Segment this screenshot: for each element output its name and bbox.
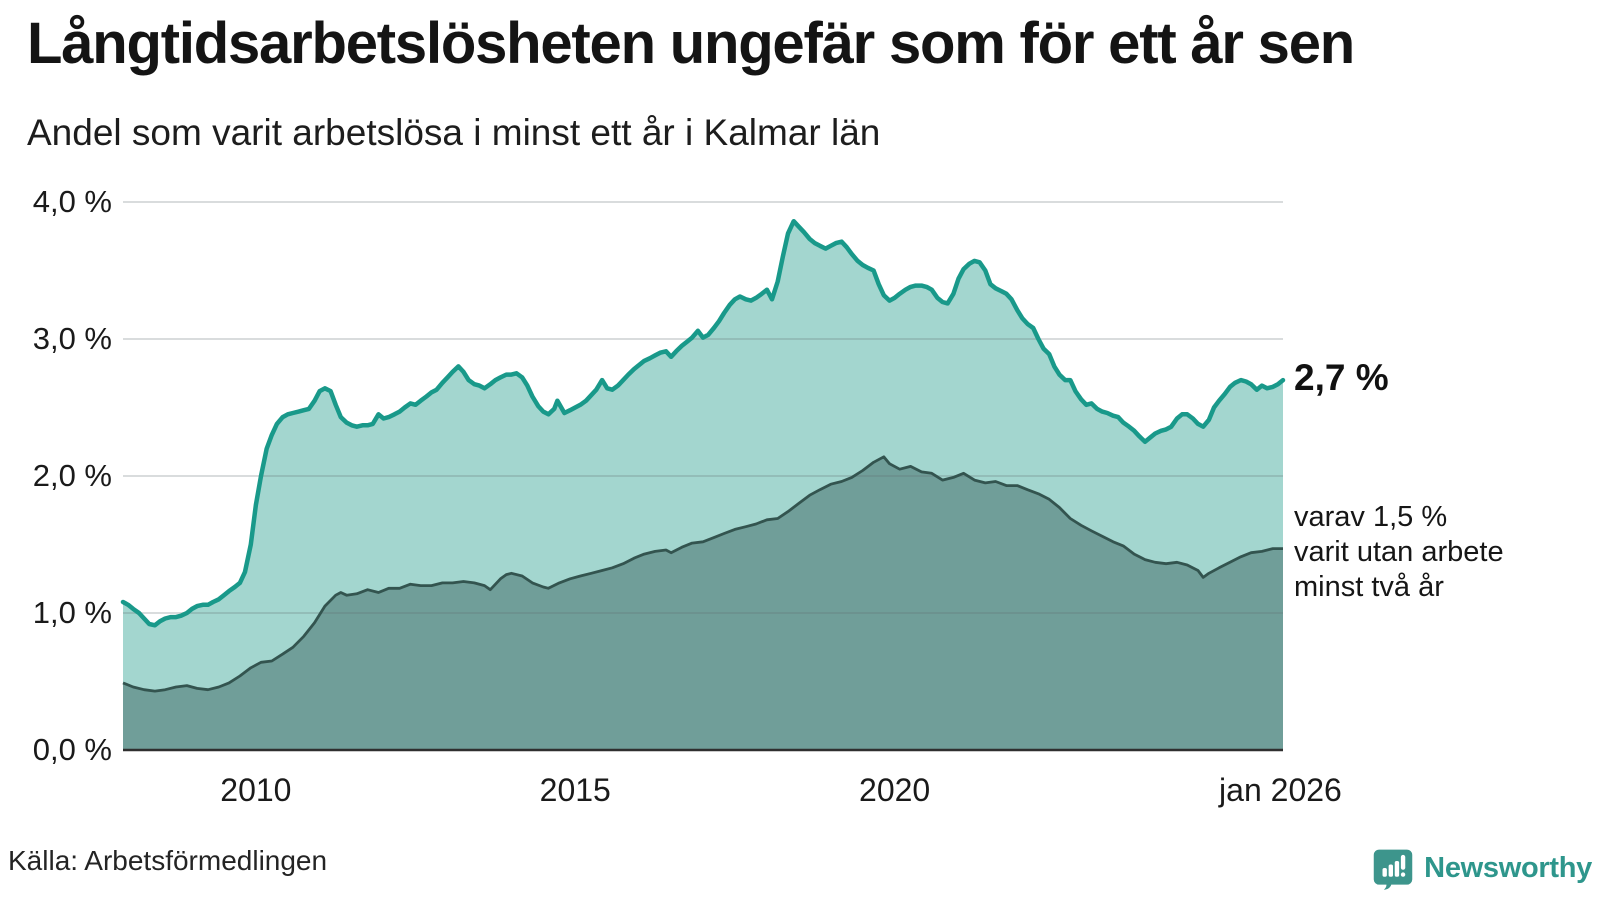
- secondary-series-annotation: varav 1,5 % varit utan arbete minst två …: [1294, 500, 1504, 605]
- brand-name: Newsworthy: [1424, 851, 1592, 884]
- newsworthy-speech-bubble-barchart-icon: [1372, 846, 1414, 890]
- annotation-line: varav 1,5 %: [1294, 501, 1448, 533]
- y-axis-label: 0,0 %: [32, 732, 112, 767]
- y-axis-label: 2,0 %: [32, 458, 112, 493]
- chart-title: Långtidsarbetslösheten ungefär som för e…: [27, 11, 1355, 76]
- x-axis-label: 2010: [220, 772, 292, 808]
- series-2yr-line: [122, 455, 1283, 693]
- series-1yr-line: [120, 218, 1286, 628]
- series-2yr-area: [123, 456, 1283, 750]
- source-label: Källa: Arbetsförmedlingen: [8, 845, 328, 876]
- x-axis-label: 2020: [859, 772, 931, 808]
- y-axis-label: 4,0 %: [32, 184, 112, 219]
- x-axis-label: jan 2026: [1219, 772, 1342, 808]
- chart-subtitle: Andel som varit arbetslösa i minst ett å…: [27, 112, 881, 153]
- brand-logo: Newsworthy: [1372, 846, 1592, 890]
- x-axis-label: 2015: [539, 772, 611, 808]
- annotation-line: minst två år: [1294, 571, 1444, 603]
- y-axis-label: 1,0 %: [32, 595, 112, 630]
- annotation-line: varit utan arbete: [1294, 536, 1504, 568]
- latest-value-label: 2,7 %: [1294, 357, 1389, 398]
- y-axis-label: 3,0 %: [32, 321, 112, 356]
